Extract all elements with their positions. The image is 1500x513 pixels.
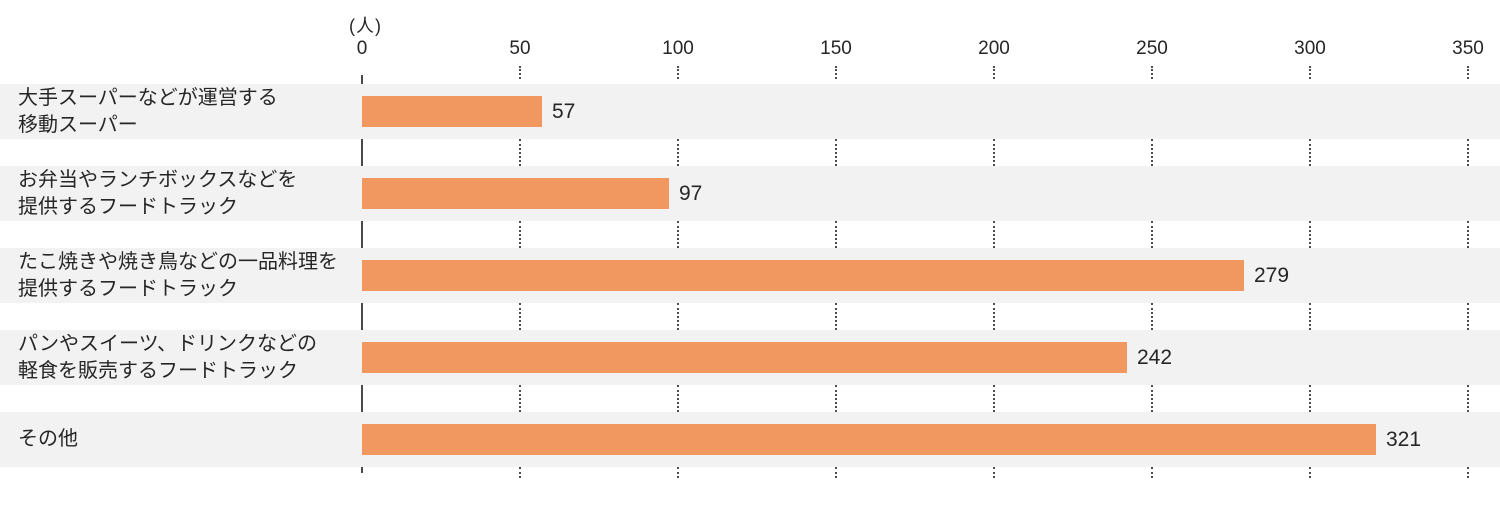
gridline-dotted bbox=[1151, 66, 1153, 79]
gridline-dotted bbox=[1309, 139, 1311, 166]
gridline-dotted bbox=[993, 66, 995, 79]
chart-row: お弁当やランチボックスなどを 提供するフードトラック 97 bbox=[0, 166, 1500, 221]
gridline-dotted bbox=[993, 467, 995, 478]
gridline-dotted bbox=[519, 303, 521, 330]
gridline-dotted bbox=[1151, 303, 1153, 330]
category-label-line: その他 bbox=[18, 428, 78, 450]
axis-unit-label: (人) bbox=[349, 16, 382, 36]
x-tick-label: 100 bbox=[662, 38, 694, 59]
bar-value-label: 57 bbox=[552, 99, 576, 123]
gridline-dotted bbox=[1467, 385, 1469, 412]
x-tick-label: 350 bbox=[1452, 38, 1484, 59]
category-label-line: パンやスイーツ、ドリンクなどの bbox=[18, 332, 317, 355]
gridline-dotted bbox=[835, 385, 837, 412]
gridline-dotted bbox=[1309, 385, 1311, 412]
gridline-dotted bbox=[1467, 66, 1469, 79]
category-label-line: 大手スーパーなどが運営する bbox=[18, 86, 278, 109]
x-tick-label: 150 bbox=[820, 38, 852, 59]
category-label: お弁当やランチボックスなどを 提供するフードトラック bbox=[18, 166, 348, 221]
category-label-line: 移動スーパー bbox=[18, 113, 138, 136]
x-tick-label: 300 bbox=[1294, 38, 1326, 59]
category-label: 大手スーパーなどが運営する 移動スーパー bbox=[18, 84, 348, 139]
gridline-dotted bbox=[677, 385, 679, 412]
bar bbox=[362, 424, 1376, 455]
gridline-dotted bbox=[1467, 467, 1469, 478]
category-label-line: 軽食を販売するフードトラック bbox=[18, 359, 298, 382]
category-label-line: 提供するフードトラック bbox=[18, 195, 238, 218]
gridline-dotted bbox=[519, 221, 521, 248]
gridline-dotted bbox=[1309, 221, 1311, 248]
gridline-dotted bbox=[519, 66, 521, 79]
gridline-dotted bbox=[1467, 303, 1469, 330]
chart-row: その他 321 bbox=[0, 412, 1500, 467]
bar bbox=[362, 342, 1127, 373]
bar-value-label: 242 bbox=[1137, 345, 1173, 369]
bar bbox=[362, 96, 542, 127]
x-tick-label: 200 bbox=[978, 38, 1010, 59]
x-tick-label: 50 bbox=[509, 38, 531, 59]
gridline-dotted bbox=[993, 385, 995, 412]
gridline-dotted bbox=[1151, 467, 1153, 478]
bar-value-label: 279 bbox=[1254, 263, 1290, 287]
category-label: その他 bbox=[18, 412, 348, 467]
gridline-dotted bbox=[677, 66, 679, 79]
bar bbox=[362, 178, 669, 209]
gridline-dotted bbox=[677, 303, 679, 330]
gridline-dotted bbox=[677, 467, 679, 478]
gridline-dotted bbox=[519, 467, 521, 478]
gridline-dotted bbox=[519, 385, 521, 412]
chart-row: 大手スーパーなどが運営する 移動スーパー 57 bbox=[0, 84, 1500, 139]
chart-row: たこ焼きや焼き鳥などの一品料理を 提供するフードトラック 279 bbox=[0, 248, 1500, 303]
gridline-dotted bbox=[1309, 66, 1311, 79]
bar-value-label: 97 bbox=[679, 181, 703, 205]
gridline-dotted bbox=[1151, 385, 1153, 412]
gridline-dotted bbox=[835, 139, 837, 166]
gridline-dotted bbox=[1151, 221, 1153, 248]
category-label: パンやスイーツ、ドリンクなどの 軽食を販売するフードトラック bbox=[18, 330, 348, 385]
gridline-dotted bbox=[677, 139, 679, 166]
category-label: たこ焼きや焼き鳥などの一品料理を 提供するフードトラック bbox=[18, 248, 348, 303]
gridline-dotted bbox=[1467, 221, 1469, 248]
gridline-dotted bbox=[835, 66, 837, 79]
gridline-dotted bbox=[1151, 139, 1153, 166]
chart-row: パンやスイーツ、ドリンクなどの 軽食を販売するフードトラック 242 bbox=[0, 330, 1500, 385]
gridline-dotted bbox=[835, 303, 837, 330]
gridline-dotted bbox=[835, 467, 837, 478]
x-tick-label: 250 bbox=[1136, 38, 1168, 59]
category-label-line: 提供するフードトラック bbox=[18, 277, 238, 300]
category-label-line: お弁当やランチボックスなどを bbox=[18, 168, 298, 191]
gridline-dotted bbox=[1309, 467, 1311, 478]
gridline-dotted bbox=[1467, 139, 1469, 166]
gridline-dotted bbox=[993, 139, 995, 166]
bar bbox=[362, 260, 1244, 291]
gridline-dotted bbox=[835, 221, 837, 248]
gridline-dotted bbox=[677, 221, 679, 248]
x-tick-label: 0 bbox=[356, 38, 368, 59]
category-label-line: たこ焼きや焼き鳥などの一品料理を bbox=[18, 250, 338, 273]
gridline-dotted bbox=[993, 303, 995, 330]
gridline-dotted bbox=[1309, 303, 1311, 330]
gridline-dotted bbox=[519, 139, 521, 166]
bar-value-label: 321 bbox=[1386, 427, 1422, 451]
gridline-dotted bbox=[993, 221, 995, 248]
